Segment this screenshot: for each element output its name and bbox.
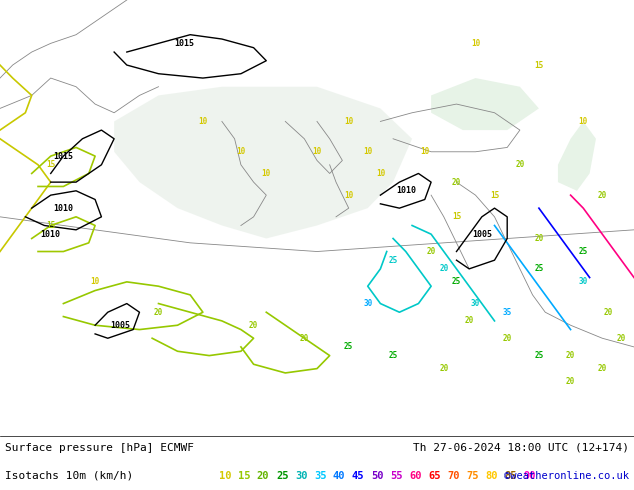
Text: 60: 60 [409,471,422,481]
Text: 90: 90 [523,471,536,481]
Text: 25: 25 [389,351,398,360]
Text: 20: 20 [427,247,436,256]
Text: 20: 20 [566,377,575,386]
Text: 1005: 1005 [110,321,131,330]
Text: 45: 45 [352,471,365,481]
Text: Isotachs 10m (km/h): Isotachs 10m (km/h) [5,471,133,481]
Text: 20: 20 [439,364,448,373]
Text: 40: 40 [333,471,346,481]
Text: 20: 20 [452,178,461,187]
Text: 10: 10 [344,191,353,199]
Text: 15: 15 [46,221,55,230]
Text: 1010: 1010 [396,186,416,196]
Text: 10: 10 [219,471,231,481]
Text: 30: 30 [471,299,480,308]
Text: 50: 50 [371,471,384,481]
Text: 1010: 1010 [41,230,61,239]
Text: 20: 20 [534,234,543,243]
Text: 35: 35 [314,471,327,481]
Text: 20: 20 [465,317,474,325]
Text: 15: 15 [46,160,55,169]
Text: 10: 10 [91,277,100,286]
Text: 85: 85 [504,471,517,481]
Text: 15: 15 [238,471,250,481]
Text: 20: 20 [300,334,309,343]
Text: Th 27-06-2024 18:00 UTC (12+174): Th 27-06-2024 18:00 UTC (12+174) [413,443,629,453]
Text: 10: 10 [236,147,245,156]
Text: 20: 20 [515,160,524,169]
Text: 70: 70 [447,471,460,481]
Text: 1015: 1015 [53,151,74,161]
Text: 20: 20 [154,308,163,317]
Text: 20: 20 [503,334,512,343]
Text: 25: 25 [344,343,353,351]
Text: 15: 15 [534,61,543,70]
Text: 25: 25 [534,351,543,360]
Text: 20: 20 [598,364,607,373]
Text: 20: 20 [566,351,575,360]
Text: 10: 10 [344,117,353,126]
Text: 1015: 1015 [174,39,194,48]
Polygon shape [114,87,412,239]
Text: 20: 20 [617,334,626,343]
Text: 35: 35 [503,308,512,317]
Text: 10: 10 [313,147,321,156]
Text: 80: 80 [485,471,498,481]
Text: 10: 10 [198,117,207,126]
Text: 75: 75 [466,471,479,481]
Text: 10: 10 [376,169,385,178]
Text: 1010: 1010 [53,204,74,213]
Text: 15: 15 [490,191,499,199]
Text: 10: 10 [420,147,429,156]
Text: 20: 20 [439,265,448,273]
Text: 25: 25 [276,471,288,481]
Text: 30: 30 [363,299,372,308]
Text: 55: 55 [390,471,403,481]
Polygon shape [558,122,596,191]
Text: 10: 10 [363,147,372,156]
Text: 20: 20 [249,321,258,330]
Text: 25: 25 [579,247,588,256]
Text: 20: 20 [604,308,613,317]
Text: 20: 20 [257,471,269,481]
Text: 20: 20 [598,191,607,199]
Text: 10: 10 [262,169,271,178]
Text: 10: 10 [579,117,588,126]
Text: 30: 30 [295,471,307,481]
Text: 30: 30 [579,277,588,286]
Text: Surface pressure [hPa] ECMWF: Surface pressure [hPa] ECMWF [5,443,194,453]
Text: 15: 15 [452,212,461,221]
Text: 1005: 1005 [472,230,492,239]
Text: 25: 25 [389,256,398,265]
Text: 25: 25 [452,277,461,286]
Text: ©weatheronline.co.uk: ©weatheronline.co.uk [504,471,629,481]
Polygon shape [431,78,539,130]
Text: 25: 25 [534,265,543,273]
Text: 10: 10 [471,39,480,48]
Text: 65: 65 [428,471,441,481]
